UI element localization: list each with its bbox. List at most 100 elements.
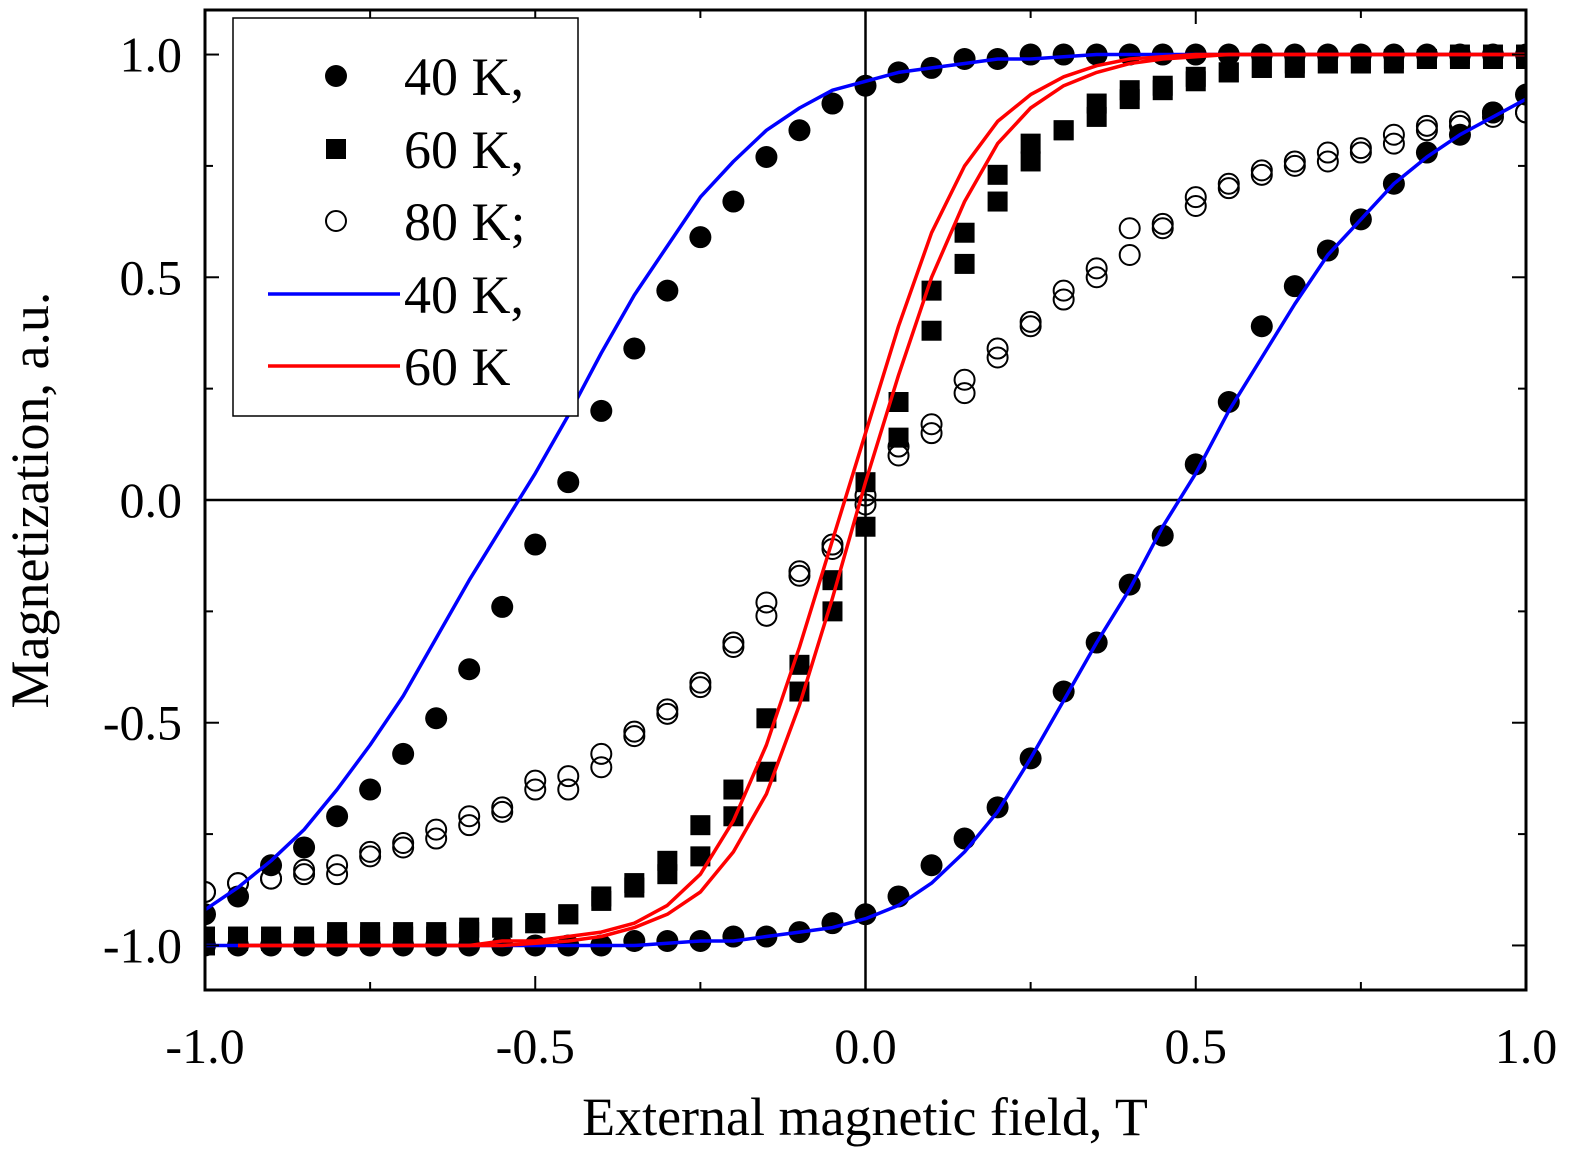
data-point — [326, 863, 349, 886]
data-point — [591, 890, 612, 911]
data-point — [1283, 154, 1306, 177]
data-point — [722, 925, 745, 948]
data-point — [1020, 133, 1041, 154]
data-point — [557, 471, 580, 494]
y-tick-label: 0.0 — [120, 472, 183, 528]
data-point — [293, 863, 316, 886]
data-point — [855, 516, 876, 537]
data-point — [854, 493, 877, 516]
data-point — [1020, 151, 1041, 172]
data-point — [1184, 186, 1207, 209]
data-point — [326, 854, 349, 877]
data-point — [656, 279, 679, 302]
data-point — [1118, 217, 1141, 240]
data-point — [1284, 57, 1305, 78]
data-point — [954, 253, 975, 274]
data-point — [524, 769, 547, 792]
data-point — [953, 48, 976, 70]
data-point — [986, 337, 1009, 360]
data-point — [887, 435, 910, 458]
legend-label: 60 K, — [404, 120, 524, 180]
data-point — [1415, 141, 1438, 164]
data-point — [756, 708, 777, 729]
legend-entry: 80 K; — [325, 192, 526, 252]
legend-label: 40 K, — [404, 265, 524, 325]
data-point — [920, 422, 943, 445]
data-point — [1184, 195, 1207, 217]
data-point — [524, 778, 547, 801]
data-point — [722, 636, 745, 658]
data-point — [558, 904, 579, 925]
data-point — [458, 814, 481, 837]
data-point — [953, 368, 976, 391]
legend-marker-swatch — [325, 65, 347, 87]
data-point — [689, 226, 712, 249]
x-tick-label: 0.5 — [1165, 1018, 1228, 1074]
data-point — [755, 604, 778, 627]
data-point — [821, 92, 844, 115]
data-point — [426, 926, 447, 947]
legend-entries: 40 K, 60 K, 80 K; 40 K, 60 K — [268, 47, 526, 397]
data-point — [260, 867, 283, 890]
data-point — [1515, 101, 1526, 124]
data-point — [657, 864, 678, 885]
data-point — [1085, 257, 1108, 280]
data-point — [294, 931, 315, 951]
data-point — [888, 427, 909, 448]
tick-labels-layer: -1.0 -0.5 0.0 0.5 1.0 -1.0 -0.5 0.0 0.5 1.0 — [103, 27, 1557, 1074]
data-point — [360, 926, 381, 947]
legend-box — [232, 17, 579, 417]
data-point — [557, 778, 580, 801]
data-point — [1316, 150, 1339, 173]
data-point — [1482, 49, 1503, 69]
data-point — [393, 926, 414, 947]
data-point — [491, 595, 514, 618]
data-point — [1052, 288, 1075, 311]
data-point — [425, 818, 448, 841]
data-point — [1250, 315, 1273, 338]
data-point — [392, 742, 415, 765]
data-point — [1052, 43, 1075, 66]
data-point — [986, 346, 1009, 369]
legend: 40 K, 60 K, 80 K; 40 K, 60 K — [232, 17, 579, 417]
ticks-layer — [204, 10, 1527, 990]
data-point — [1382, 123, 1405, 146]
data-point — [1415, 119, 1438, 142]
legend-marker-swatch — [325, 210, 347, 232]
data-point — [987, 164, 1008, 185]
data-point — [1019, 315, 1042, 338]
data-point — [492, 917, 513, 938]
data-point — [1481, 105, 1504, 128]
data-point — [1283, 275, 1306, 298]
x-tick-label: -1.0 — [165, 1018, 244, 1074]
data-point — [425, 827, 448, 850]
y-tick-label: -0.5 — [103, 695, 182, 751]
data-point — [491, 800, 514, 823]
data-point — [590, 742, 613, 765]
series-9 — [238, 52, 1526, 948]
y-tick-label: 0.5 — [120, 249, 183, 305]
data-point — [1250, 163, 1273, 186]
data-point — [920, 854, 943, 877]
data-point — [1316, 239, 1339, 262]
data-point — [1217, 391, 1240, 413]
data-point — [954, 222, 975, 243]
data-point — [327, 931, 348, 951]
data-point — [1151, 524, 1174, 547]
data-point — [359, 845, 382, 868]
data-point — [788, 564, 811, 587]
data-point — [623, 930, 646, 952]
series-layer — [205, 43, 1526, 957]
data-point — [1019, 43, 1042, 66]
legend-entry: 40 K, — [268, 265, 524, 325]
data-point — [689, 676, 712, 699]
data-point — [656, 930, 679, 952]
data-point — [921, 320, 942, 341]
data-point — [557, 765, 580, 788]
x-axis-title: External magnetic field, T — [582, 1087, 1148, 1147]
data-point — [1151, 217, 1174, 240]
data-point — [953, 827, 976, 850]
data-point — [524, 533, 547, 556]
data-point — [623, 725, 646, 748]
data-point — [228, 931, 249, 951]
